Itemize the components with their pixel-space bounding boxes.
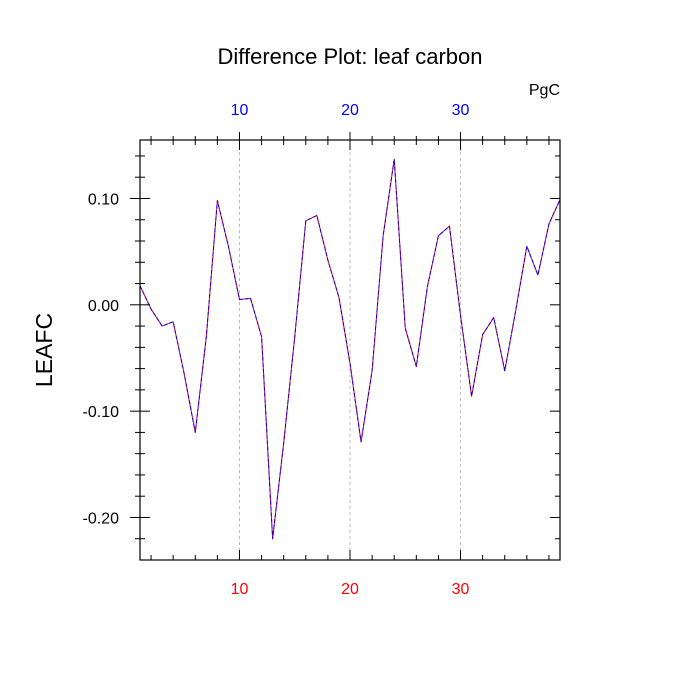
tick-labels: 10 10 20 20 30 30 -0.20 -0.10 0.00 0.10 <box>83 102 470 598</box>
chart-title: Difference Plot: leaf carbon <box>218 44 483 69</box>
y-tick-label--0.10: -0.10 <box>83 404 120 421</box>
axis-ticks <box>130 132 560 560</box>
x-tick-label-top-20: 20 <box>341 102 359 119</box>
x-tick-label-bottom-20: 20 <box>341 581 359 598</box>
data-layer <box>139 158 561 540</box>
x-tick-label-bottom-30: 30 <box>452 581 470 598</box>
y-tick-label-0.00: 0.00 <box>88 298 119 315</box>
y-tick-label-0.10: 0.10 <box>88 191 119 208</box>
y-axis-title: LEAFC <box>31 313 57 387</box>
units-label: PgC <box>529 82 560 99</box>
grid-lines <box>238 140 462 560</box>
series-line-0-red <box>139 158 561 540</box>
x-tick-label-top-30: 30 <box>452 102 470 119</box>
x-tick-label-bottom-10: 10 <box>231 581 249 598</box>
series-line-0-blue-dashed <box>139 158 561 540</box>
y-tick-label--0.20: -0.20 <box>83 510 120 527</box>
x-tick-label-top-10: 10 <box>231 102 249 119</box>
